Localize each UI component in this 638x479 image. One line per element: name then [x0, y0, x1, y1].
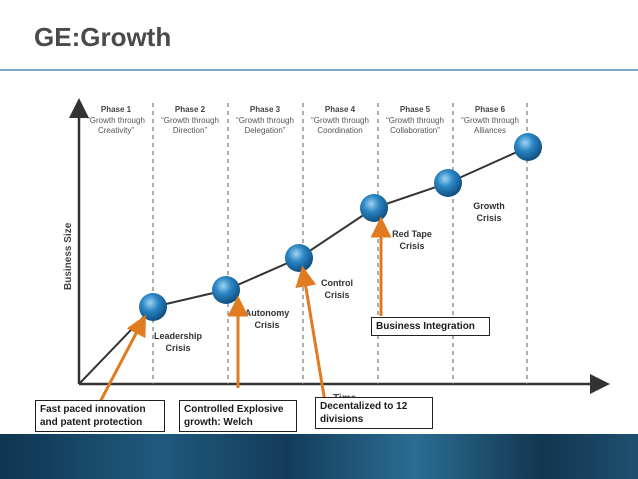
- callout-line1: Business Integration: [376, 321, 475, 332]
- crisis-line1: Growth: [473, 201, 505, 211]
- crisis-labels: Leadership Crisis Autonomy Crisis Contro…: [154, 201, 505, 353]
- growth-node: [285, 244, 313, 272]
- phase-desc-line1: “Growth through: [236, 116, 294, 125]
- crisis-line2: Crisis: [399, 241, 424, 251]
- crisis-line2: Crisis: [254, 320, 279, 330]
- phase-header-6: Phase 6 “Growth through Alliances: [461, 105, 519, 135]
- callout-line2: growth: Welch: [184, 417, 253, 428]
- phase-desc-line1: “Growth through: [461, 116, 519, 125]
- phase-name: Phase 5: [400, 105, 431, 114]
- callout-line1: Decentalized to 12: [320, 401, 408, 412]
- crisis-leadership: Leadership Crisis: [154, 331, 203, 353]
- phase-headers: Phase 1 “Growth through Creativity” Phas…: [87, 105, 519, 135]
- crisis-line2: Crisis: [165, 343, 190, 353]
- crisis-line2: Crisis: [476, 213, 501, 223]
- phase-desc-line2: Direction”: [173, 126, 208, 135]
- phase-desc-line1: “Growth through: [386, 116, 444, 125]
- phase-desc-line2: Coordination: [317, 126, 362, 135]
- callout-decentralized: Decentalized to 12 divisions: [315, 397, 433, 429]
- crisis-autonomy: Autonomy Crisis: [245, 308, 290, 330]
- pointer-arrow: [98, 314, 146, 403]
- crisis-line2: Crisis: [324, 290, 349, 300]
- crisis-line1: Leadership: [154, 331, 203, 341]
- callout-business-integration: Business Integration: [371, 317, 490, 336]
- growth-node: [514, 133, 542, 161]
- phase-desc-line2: Creativity”: [98, 126, 134, 135]
- callout-line1: Controlled Explosive: [184, 404, 284, 415]
- crisis-line1: Autonomy: [245, 308, 290, 318]
- callout-line2: and patent protection: [40, 417, 143, 428]
- growth-node: [212, 276, 240, 304]
- phase-header-4: Phase 4 “Growth through Coordination: [311, 105, 369, 135]
- pointer-arrow: [295, 265, 327, 403]
- phase-desc-line1: “Growth through: [161, 116, 219, 125]
- callout-explosive-growth: Controlled Explosive growth: Welch: [179, 400, 297, 432]
- phase-desc-line1: “Growth through: [311, 116, 369, 125]
- phase-desc-line1: “Growth through: [87, 116, 145, 125]
- growth-node: [360, 194, 388, 222]
- growth-node: [434, 169, 462, 197]
- page-title: GE:Growth: [34, 22, 172, 52]
- callout-line1: Fast paced innovation: [40, 404, 146, 415]
- phase-name: Phase 1: [101, 105, 132, 114]
- pointer-arrows: [98, 216, 392, 403]
- phase-header-1: Phase 1 “Growth through Creativity”: [87, 105, 145, 135]
- y-axis-label: Business Size: [63, 222, 74, 290]
- phase-desc-line2: Delegation”: [245, 126, 286, 135]
- phase-header-3: Phase 3 “Growth through Delegation”: [236, 105, 294, 135]
- growth-node: [139, 293, 167, 321]
- phase-header-5: Phase 5 “Growth through Collaboration”: [386, 105, 444, 135]
- callout-innovation: Fast paced innovation and patent protect…: [35, 400, 165, 432]
- crisis-control: Control Crisis: [321, 278, 353, 300]
- callout-line2: divisions: [320, 414, 364, 425]
- crisis-line1: Control: [321, 278, 353, 288]
- crisis-growth: Growth Crisis: [473, 201, 505, 223]
- phase-name: Phase 6: [475, 105, 506, 114]
- crisis-red-tape: Red Tape Crisis: [392, 229, 432, 251]
- footer-band: [0, 434, 638, 479]
- phase-dividers: [152, 103, 528, 384]
- phase-desc-line2: Collaboration”: [390, 126, 440, 135]
- phase-name: Phase 3: [250, 105, 281, 114]
- phase-name: Phase 2: [175, 105, 206, 114]
- phase-header-2: Phase 2 “Growth through Direction”: [161, 105, 219, 135]
- title-divider: [0, 69, 638, 71]
- phase-desc-line2: Alliances: [474, 126, 506, 135]
- phase-name: Phase 4: [325, 105, 356, 114]
- crisis-line1: Red Tape: [392, 229, 432, 239]
